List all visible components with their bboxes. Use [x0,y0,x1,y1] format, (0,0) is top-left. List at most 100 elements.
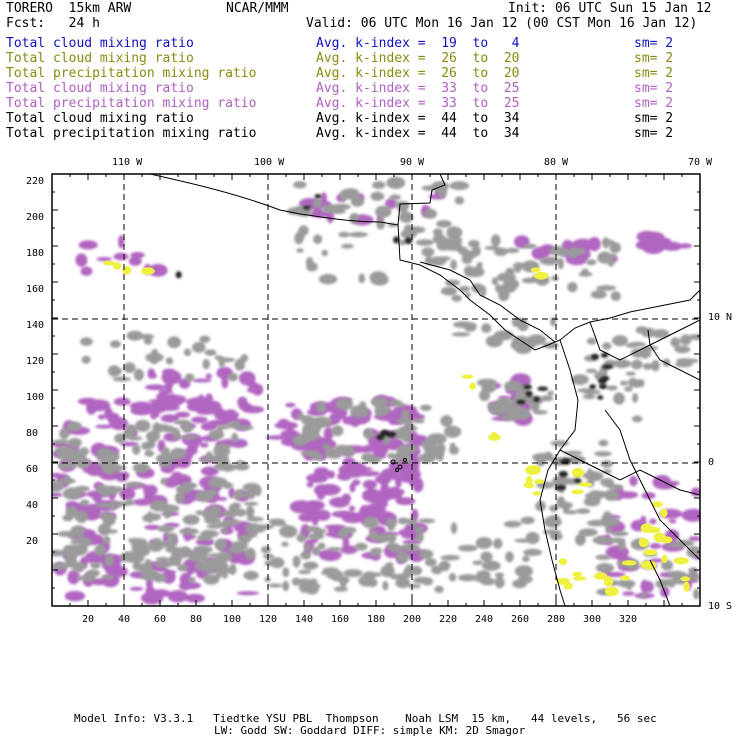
field-blob [237,396,248,408]
field-blob [621,560,637,566]
precip-field-layer [52,174,700,606]
field-blob [343,569,363,578]
field-blob [331,203,351,211]
field-blob [376,218,386,230]
field-blob [322,567,339,573]
lat-label-10s: 10 S [708,601,733,612]
y-tick-label: 220 [26,176,45,187]
field-blob [402,539,422,545]
field-blob [602,342,612,350]
field-blob [147,372,157,379]
field-blob [453,236,463,244]
field-blob [395,477,402,488]
field-blob [64,554,77,566]
field-blob [473,575,490,583]
field-blob [523,384,532,390]
field-blob [602,364,614,370]
field-blob [438,240,451,245]
field-blob [175,484,192,494]
field-blob [78,240,98,250]
field-blob [491,277,499,286]
field-blob [363,516,379,529]
field-blob [369,271,388,284]
field-blob [571,374,589,385]
field-blob [407,584,421,589]
field-blob [135,419,151,432]
field-blob [218,457,230,465]
field-blob [480,543,489,549]
field-blob [150,402,159,415]
legend-row-3-k: Avg. k-index = 26 to 20 [316,66,520,81]
field-blob [386,533,397,544]
field-blob [536,456,546,467]
field-blob [567,282,578,293]
field-blob [368,494,393,502]
field-blob [493,538,503,549]
field-blob [505,247,520,254]
field-blob [165,546,185,554]
field-blob [236,591,260,596]
field-blob [660,536,673,544]
field-blob [317,542,326,550]
field-blob [600,352,609,358]
field-blob [80,266,93,276]
field-blob [313,528,324,537]
field-blob [228,503,240,512]
field-blob [683,581,690,592]
legend-row-7-sm: sm= 2 [634,126,674,141]
field-blob [167,590,188,603]
field-blob [397,517,410,525]
field-blob [246,381,258,388]
field-blob [523,548,543,557]
x-tick-label: 120 [259,614,278,625]
field-blob [380,483,390,497]
field-blob [296,413,305,420]
center-label: NCAR/MMM [226,1,289,16]
field-blob [380,565,395,578]
field-blob [149,500,169,512]
field-blob [292,434,309,446]
y-tick-label: 40 [26,500,39,511]
field-blob [568,455,586,464]
field-blob [247,487,256,500]
field-blob [461,249,471,258]
field-blob [600,460,614,468]
field-blob [354,542,368,551]
field-blob [386,543,400,549]
field-blob [575,533,586,546]
field-blob [293,181,307,189]
field-blob [316,401,327,414]
field-blob [401,433,412,443]
field-blob [66,421,82,432]
field-blob [424,558,437,567]
field-blob [212,561,228,571]
field-blob [154,541,172,548]
field-blob [618,539,626,551]
field-blob [440,286,458,296]
field-blob [218,357,236,363]
field-blob [643,345,659,351]
field-blob [436,220,452,228]
field-blob [96,453,112,462]
field-blob [314,194,322,199]
field-blob [262,553,275,559]
field-blob [539,256,560,266]
field-blob [338,231,350,238]
field-blob [327,470,335,479]
legend-row-3-sm: sm= 2 [634,66,674,81]
field-blob [450,229,463,236]
field-blob [612,335,628,347]
field-blob [192,342,206,353]
y-tick-label: 100 [26,392,45,403]
field-blob [216,443,231,450]
dark-core-field [175,194,614,491]
field-blob [601,376,610,381]
field-blob [302,561,319,570]
field-blob [359,416,371,423]
field-blob [300,551,311,560]
valid-time: Valid: 06 UTC Mon 16 Jan 12 (00 CST Mon … [306,16,698,31]
field-blob [108,501,127,507]
field-blob [582,389,601,395]
field-blob [361,453,374,462]
field-blob [326,210,335,224]
